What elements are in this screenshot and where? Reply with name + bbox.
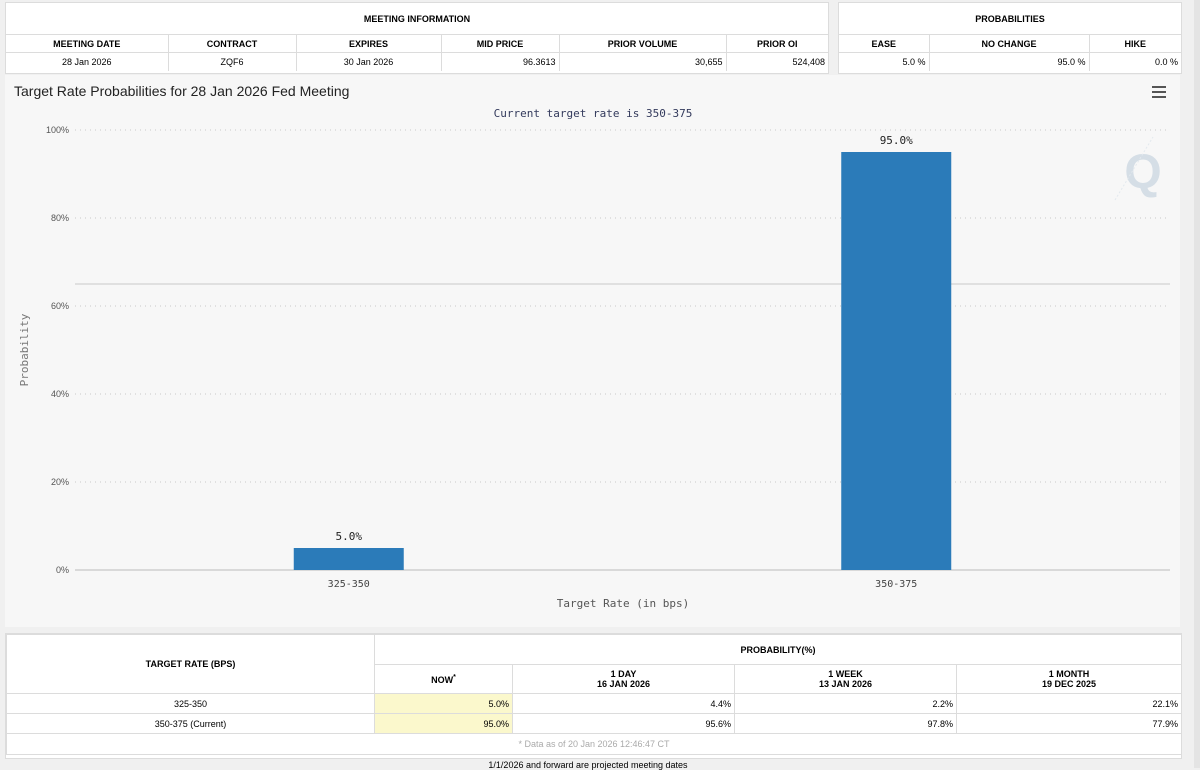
mid-price-value: 96.3613	[440, 52, 559, 71]
hike-value: 0.0 %	[1088, 52, 1181, 71]
one-day-cell: 4.4%	[512, 693, 735, 714]
one-week-cell: 2.2%	[734, 693, 957, 714]
expires-value: 30 Jan 2026	[295, 52, 441, 71]
contract-value: ZQF6	[167, 52, 296, 71]
data-timestamp-footnote: * Data as of 20 Jan 2026 12:46:47 CT	[6, 733, 1182, 755]
x-axis-title: Target Rate (in bps)	[557, 597, 689, 610]
col-meeting-date: MEETING DATE	[6, 34, 168, 53]
chart-menu-icon[interactable]	[1152, 86, 1166, 98]
probability-history-table: TARGET RATE (BPS) PROBABILITY(%) NOW* 1 …	[6, 634, 1182, 755]
col-ease: EASE	[839, 34, 929, 53]
y-tick-label: 0%	[56, 565, 69, 575]
one-week-header: 1 WEEK 13 JAN 2026	[734, 664, 957, 694]
page-scrollbar[interactable]	[1194, 0, 1200, 768]
projected-dates-note: 1/1/2026 and forward are projected meeti…	[488, 760, 688, 770]
x-tick-label: 350-375	[875, 579, 917, 590]
prior-oi-value: 524,408	[725, 52, 829, 71]
bar-data-label: 5.0%	[336, 530, 363, 543]
one-day-cell: 95.6%	[512, 713, 735, 734]
table-row: 350-375 (Current) 95.0% 95.6% 97.8% 77.9…	[6, 713, 1182, 734]
now-cell: 5.0%	[374, 693, 513, 714]
probabilities-header: PROBABILITIES	[839, 3, 1181, 35]
y-tick-label: 40%	[51, 389, 69, 399]
y-tick-label: 20%	[51, 477, 69, 487]
one-month-cell: 22.1%	[956, 693, 1182, 714]
col-no-change: NO CHANGE	[928, 34, 1089, 53]
chart-title: Target Rate Probabilities for 28 Jan 202…	[14, 83, 350, 99]
y-tick-label: 60%	[51, 301, 69, 311]
meeting-information-panel: MEETING INFORMATION MEETING DATE CONTRAC…	[5, 2, 829, 74]
table-row: 325-350 5.0% 4.4% 2.2% 22.1%	[6, 693, 1182, 714]
prior-volume-value: 30,655	[558, 52, 726, 71]
one-month-header: 1 MONTH 19 DEC 2025	[956, 664, 1182, 694]
bar-data-label: 95.0%	[880, 134, 913, 147]
chart-panel: Q 0% 20% 40% 60% 80% 100% 5.0% 325-350 95.0% 350-…	[5, 75, 1180, 627]
col-prior-volume: PRIOR VOLUME	[558, 34, 726, 53]
x-tick-label: 325-350	[328, 579, 370, 590]
no-change-value: 95.0 %	[928, 52, 1089, 71]
meeting-date-value: 28 Jan 2026	[61, 57, 112, 67]
ease-value: 5.0 %	[902, 57, 926, 67]
q-watermark-icon: Q	[1114, 136, 1162, 201]
one-day-header: 1 DAY 16 JAN 2026	[512, 664, 735, 694]
bar-325-350[interactable]	[293, 548, 404, 570]
chart-subtitle: Current target rate is 350-375	[494, 107, 693, 120]
now-header: NOW*	[374, 664, 513, 694]
svg-text:Q: Q	[1124, 146, 1161, 199]
meeting-information-table: MEETING INFORMATION MEETING DATE CONTRAC…	[6, 3, 829, 71]
meeting-information-header: MEETING INFORMATION	[6, 3, 829, 35]
y-axis-title: Probability	[18, 313, 31, 386]
col-hike: HIKE	[1088, 34, 1181, 53]
probabilities-panel: PROBABILITIES EASE NO CHANGE HIKE 5.0 % …	[838, 2, 1182, 74]
col-mid-price: MID PRICE	[440, 34, 559, 53]
probability-chart: Q 0% 20% 40% 60% 80% 100% 5.0% 325-350 95.0% 350-…	[18, 107, 1170, 610]
bar-350-375[interactable]	[841, 152, 952, 570]
y-tick-label: 80%	[51, 213, 69, 223]
probability-header: PROBABILITY(%)	[374, 634, 1182, 665]
col-contract: CONTRACT	[167, 34, 296, 53]
one-week-cell: 97.8%	[734, 713, 957, 734]
rate-cell: 325-350	[6, 693, 375, 714]
target-rate-header: TARGET RATE (BPS)	[6, 634, 375, 694]
probabilities-table: PROBABILITIES EASE NO CHANGE HIKE 5.0 % …	[839, 3, 1181, 71]
col-prior-oi: PRIOR OI	[725, 34, 829, 53]
now-cell: 95.0%	[374, 713, 513, 734]
one-month-cell: 77.9%	[956, 713, 1182, 734]
probability-history-panel: TARGET RATE (BPS) PROBABILITY(%) NOW* 1 …	[5, 633, 1182, 759]
rate-cell: 350-375 (Current)	[6, 713, 375, 734]
y-tick-label: 100%	[46, 125, 69, 135]
col-expires: EXPIRES	[295, 34, 441, 53]
